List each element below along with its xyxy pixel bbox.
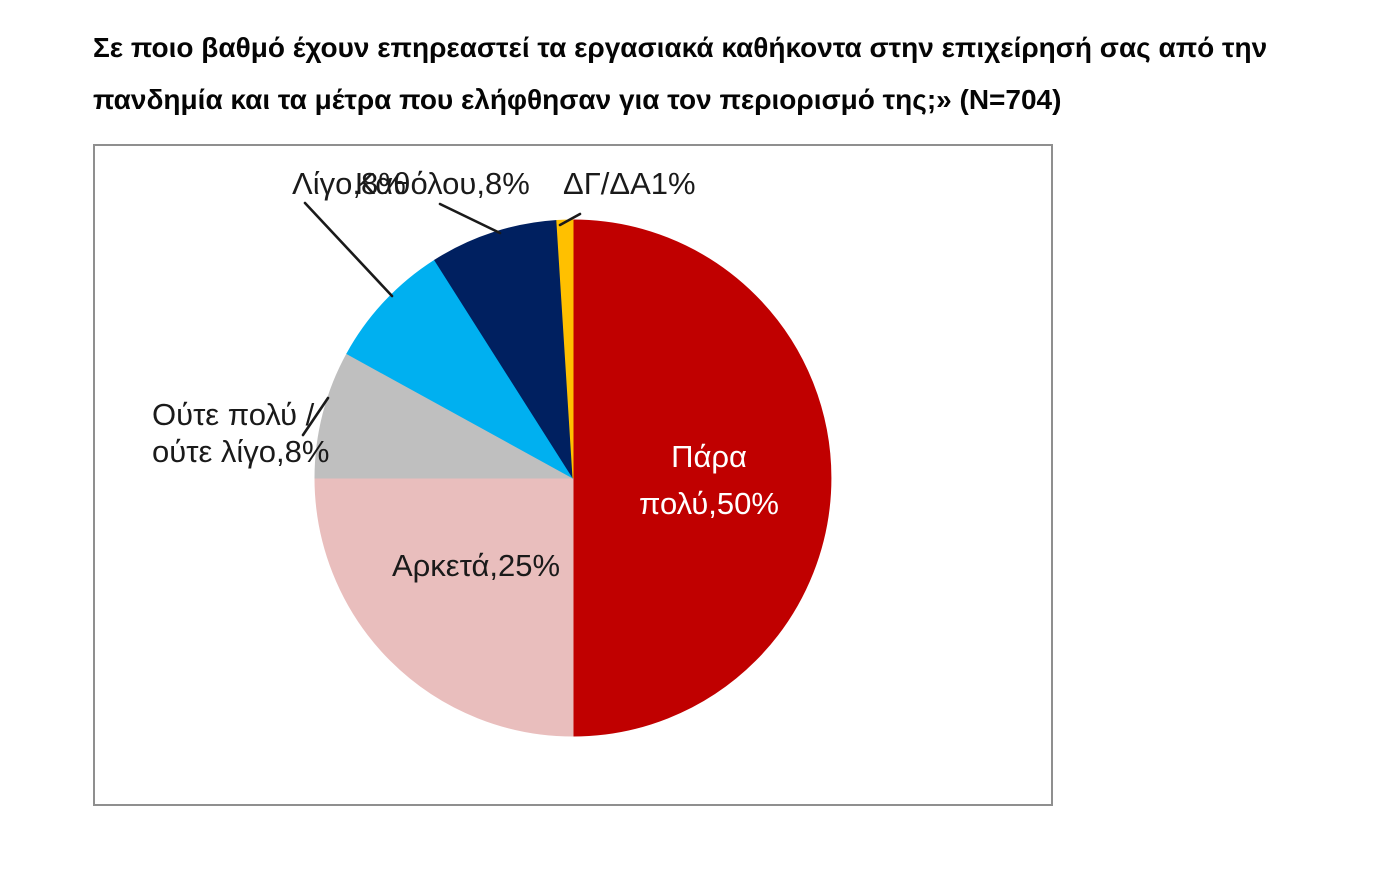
pie-slice-6-δγ-δα — [556, 219, 574, 479]
pie-slice-2-αρκετά — [314, 477, 574, 737]
data-label-oute-poly-oute-ligo: Ούτε πολύ / ούτε λίγο,8% — [152, 397, 330, 469]
pie-slice-3-ούτε-πολύ-ούτε-λίγο — [314, 353, 574, 479]
data-label-katholou: Καθόλου,8% — [355, 166, 530, 201]
data-label-ligo: Λίγο,8% — [292, 166, 406, 201]
title-line-2: πανδημία και τα μέτρα που ελήφθησαν για … — [93, 84, 1062, 115]
chart-area: Λίγο,8% Καθόλου,8% ΔΓ/ΔΑ1% Ούτε πολύ / ο… — [93, 144, 1053, 806]
leader-line-katholou — [438, 202, 502, 235]
leader-lines — [301, 201, 582, 437]
data-label-dgda: ΔΓ/ΔΑ1% — [563, 166, 696, 201]
pie-slices — [314, 219, 832, 737]
chart-question-title: Σε ποιο βαθμό έχουν επηρεαστεί τα εργασι… — [93, 22, 1267, 126]
pie-chart — [301, 201, 832, 737]
leader-line-ligo — [303, 201, 394, 298]
title-line-1: Σε ποιο βαθμό έχουν επηρεαστεί τα εργασι… — [93, 32, 1268, 63]
pie-slice-1-πάρα-πολύ — [572, 219, 832, 737]
pie-slice-5-καθόλου — [434, 219, 574, 479]
data-label-para-poly: Πάρα πολύ,50% — [639, 439, 779, 521]
leader-line-dgda — [558, 212, 582, 227]
leader-line-oute — [301, 396, 330, 437]
data-label-arketa: Αρκετά,25% — [392, 548, 561, 583]
pie-slice-4-λίγο — [346, 259, 574, 479]
